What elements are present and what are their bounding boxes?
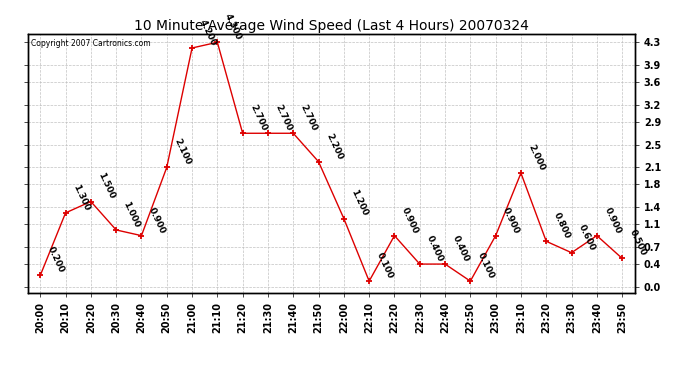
Text: 4.200: 4.200 xyxy=(197,18,218,47)
Text: 1.500: 1.500 xyxy=(97,171,117,201)
Text: 4.300: 4.300 xyxy=(223,12,243,42)
Text: 0.400: 0.400 xyxy=(425,234,445,263)
Text: 0.100: 0.100 xyxy=(476,251,496,280)
Text: 2.700: 2.700 xyxy=(299,103,319,132)
Title: 10 Minute Average Wind Speed (Last 4 Hours) 20070324: 10 Minute Average Wind Speed (Last 4 Hou… xyxy=(134,19,529,33)
Text: Copyright 2007 Cartronics.com: Copyright 2007 Cartronics.com xyxy=(30,39,150,48)
Text: 2.100: 2.100 xyxy=(172,137,193,166)
Text: 0.100: 0.100 xyxy=(375,251,395,280)
Text: 0.400: 0.400 xyxy=(451,234,471,263)
Text: 0.200: 0.200 xyxy=(46,246,66,274)
Text: 0.900: 0.900 xyxy=(602,206,622,235)
Text: 0.900: 0.900 xyxy=(147,206,167,235)
Text: 1.200: 1.200 xyxy=(349,189,369,218)
Text: 0.600: 0.600 xyxy=(577,223,597,252)
Text: 2.700: 2.700 xyxy=(248,103,268,132)
Text: 0.900: 0.900 xyxy=(501,206,521,235)
Text: 1.300: 1.300 xyxy=(71,183,91,212)
Text: 2.700: 2.700 xyxy=(273,103,294,132)
Text: 0.800: 0.800 xyxy=(552,211,572,240)
Text: 2.200: 2.200 xyxy=(324,132,344,161)
Text: 0.900: 0.900 xyxy=(400,206,420,235)
Text: 0.500: 0.500 xyxy=(628,228,648,258)
Text: 1.000: 1.000 xyxy=(121,200,141,229)
Text: 2.000: 2.000 xyxy=(526,143,546,172)
